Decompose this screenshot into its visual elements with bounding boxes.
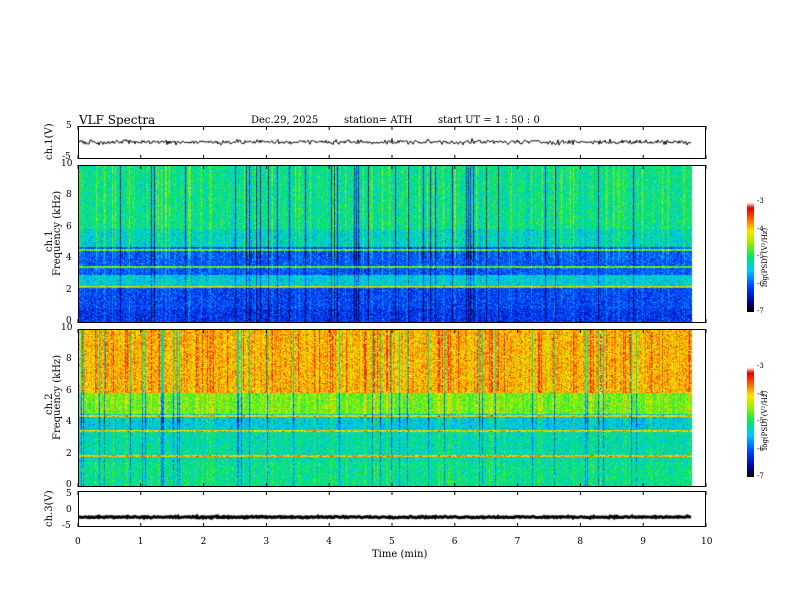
x-tick-3: 3 xyxy=(263,537,270,547)
ch1-waveform-panel xyxy=(78,126,706,159)
ch1-ytick-8: 8 xyxy=(66,190,72,201)
ch1-ytick-0: 0 xyxy=(66,316,72,326)
station-label: station= ATH xyxy=(344,115,413,126)
x-tick-10: 10 xyxy=(701,537,713,547)
ch1-colorbar-tick-m6: -6 xyxy=(757,279,764,288)
x-tick-4: 4 xyxy=(326,537,332,547)
x-tick-0: 0 xyxy=(75,537,81,547)
ch1-ytick-2: 2 xyxy=(66,284,72,295)
ch1-ytick-bottom: -5 xyxy=(62,152,71,162)
ch2-spectrogram-image xyxy=(79,330,705,486)
ch1-colorbar-gradient xyxy=(747,202,754,312)
ch2-ytick-0: 0 xyxy=(66,480,72,490)
ch1-colorbar-tick-m5: -5 xyxy=(757,252,764,260)
ch3-waveform-line xyxy=(79,492,705,526)
ch2-colorbar-tick-m4: -4 xyxy=(757,389,764,398)
ch3-ytick-mid: 0 xyxy=(66,505,72,515)
time-axis-label: Time (min) xyxy=(372,549,428,560)
x-tick-9: 9 xyxy=(640,537,646,547)
ch1-ytick-4: 4 xyxy=(66,253,72,264)
ch2-ytick-8: 8 xyxy=(66,354,72,365)
ch2-ytick-10: 10 xyxy=(61,323,73,333)
ch3-ytick-top: 5 xyxy=(66,489,72,499)
x-tick-5: 5 xyxy=(389,537,395,547)
ch2-ytick-6: 6 xyxy=(66,385,72,396)
x-tick-8: 8 xyxy=(577,537,584,547)
ch1-colorbar-tick-m4: -4 xyxy=(757,224,764,233)
ch1-ytick-6: 6 xyxy=(66,221,72,232)
ch1-ytick-top: 5 xyxy=(66,121,72,131)
ch2-ytick-4: 4 xyxy=(66,417,72,428)
ch1-ytick-10: 10 xyxy=(61,159,73,169)
x-tick-7: 7 xyxy=(514,537,521,547)
ch1-colorbar-tick-m3: -3 xyxy=(757,197,764,205)
date-label: Dec.29, 2025 xyxy=(251,115,319,126)
x-tick-6: 6 xyxy=(451,537,458,547)
ch2-colorbar-tick-m5: -5 xyxy=(757,417,764,425)
ch2-colorbar xyxy=(747,367,754,477)
start-ut-label: start UT = 1 : 50 : 0 xyxy=(438,115,540,126)
ch1-spectrogram-panel xyxy=(78,165,706,323)
chart-title: VLF Spectra xyxy=(79,113,156,127)
ch2-spectrogram-panel xyxy=(78,329,706,487)
ch3-ytick-bottom: -5 xyxy=(62,521,71,531)
ch2-colorbar-tick-m7: -7 xyxy=(757,472,764,480)
ch2-colorbar-tick-m3: -3 xyxy=(757,362,764,370)
ch1-spectrogram-image xyxy=(79,166,705,322)
ch2-ytick-2: 2 xyxy=(66,448,72,459)
ch1-colorbar xyxy=(747,202,754,312)
x-tick-2: 2 xyxy=(200,537,207,547)
ch1-colorbar-tick-m7: -7 xyxy=(757,307,764,315)
ch2-colorbar-gradient xyxy=(747,367,754,477)
x-tick-1: 1 xyxy=(137,537,144,547)
ch2-colorbar-tick-m6: -6 xyxy=(757,444,764,453)
ch1-waveform-line xyxy=(79,127,705,158)
